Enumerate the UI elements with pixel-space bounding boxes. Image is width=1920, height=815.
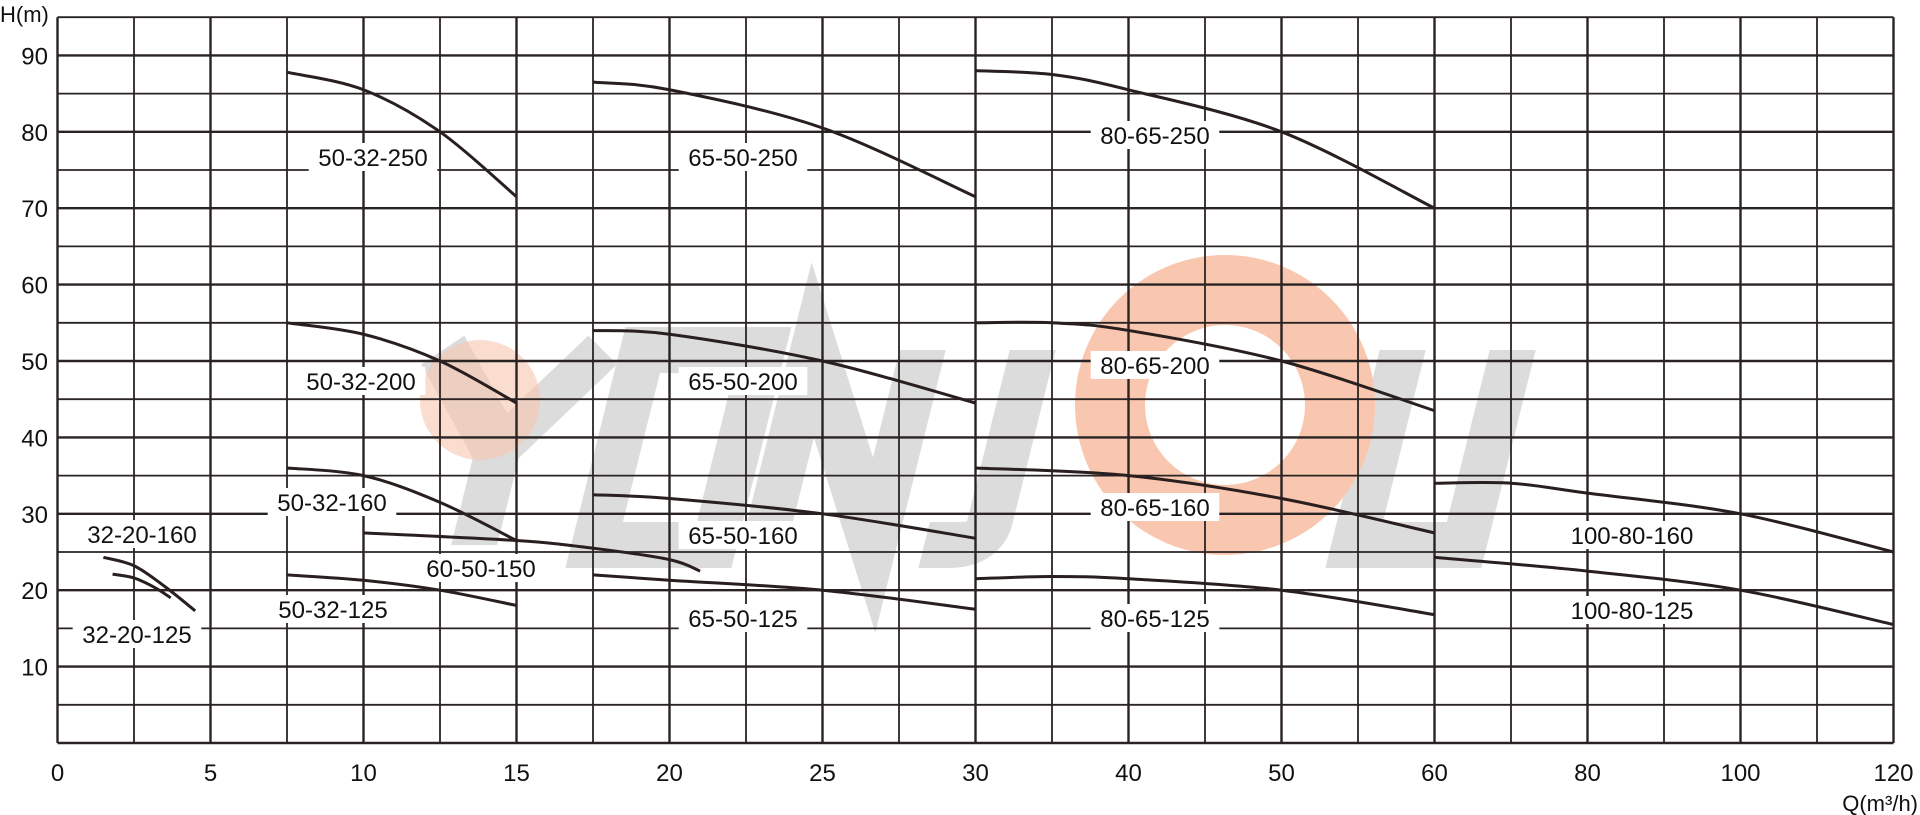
curve-label: 65-50-125 [688,606,797,633]
x-tick-label: 80 [1574,760,1601,787]
curve-50-32-250 [286,70,518,198]
curve-label-bg [268,595,398,623]
curve-label-bg [308,143,438,171]
curve-label-bg [678,604,808,632]
watermark [420,255,1536,633]
y-tick-label: 70 [21,196,48,223]
curve-label-bg [1090,351,1220,379]
curve-label: 50-32-160 [277,490,386,517]
watermark-letter-u [1325,350,1536,568]
curve-label: 65-50-250 [688,145,797,172]
curve-label-bg [678,143,808,171]
curve-label: 100-80-125 [1571,598,1694,625]
curve-label-bg [1090,604,1220,632]
y-tick-label: 90 [21,43,48,70]
y-tick-label: 20 [21,578,48,605]
curve-label: 32-20-125 [82,622,191,649]
curve-65-50-250 [592,80,977,199]
curve-label-bg [1090,493,1220,521]
curve-label-bg [267,488,397,516]
curve-label-bg [678,367,808,395]
curve-label: 50-32-250 [318,145,427,172]
curve-80-65-160 [975,466,1435,535]
watermark-letter-j [918,350,1056,568]
curve-labels: 32-20-160 32-20-125 50-32-250 50-32-200 50-3… [72,121,1703,649]
x-tick-label: 100 [1720,760,1760,787]
curve-label: 32-20-160 [87,522,196,549]
y-tick-label: 60 [21,273,48,300]
curve-80-65-125 [975,574,1435,617]
x-axis-label: Q(m³/h) [1842,791,1918,815]
watermark-logo-icon [1075,255,1375,555]
curve-label-bg [1090,121,1220,149]
x-tick-label: 20 [656,760,683,787]
curve-label: 100-80-160 [1571,523,1694,550]
curve-label: 65-50-160 [688,523,797,550]
y-tick-label: 80 [21,120,48,147]
y-tick-label: 40 [21,425,48,452]
curve-label: 60-50-150 [426,556,535,583]
x-tick-label: 50 [1268,760,1295,787]
curve-50-32-200 [286,321,518,405]
curve-32-20-160 [103,555,197,612]
curve-65-50-200 [592,328,976,405]
curve-label: 80-65-200 [1100,353,1209,380]
x-tick-label: 60 [1421,760,1448,787]
x-tick-label: 5 [204,760,217,787]
curve-100-80-125 [1434,555,1894,627]
curve-label-bg [77,520,207,548]
curve-label: 80-65-160 [1100,495,1209,522]
curve-32-20-125 [112,572,172,600]
curve-60-50-150 [363,531,701,573]
curve-50-32-160 [286,466,518,542]
curve-label-bg [416,554,546,582]
x-tick-label: 40 [1115,760,1142,787]
y-tick-label: 30 [21,502,48,529]
x-tick-label: 10 [350,760,377,787]
y-axis-label: H(m) [0,2,49,27]
curve-80-65-200 [975,320,1435,413]
curve-100-80-160 [1434,481,1894,554]
x-tick-label: 25 [809,760,836,787]
curve-label: 65-50-200 [688,369,797,396]
curve-label-bg [296,367,426,395]
curve-label-bg [1561,596,1703,624]
curve-label-bg [1561,521,1703,549]
curve-label: 80-65-250 [1100,123,1209,150]
curve-label-bg [678,521,808,549]
y-tick-label: 10 [21,655,48,682]
curve-label: 80-65-125 [1100,606,1209,633]
x-tick-label: 15 [503,760,530,787]
x-tick-label: 0 [51,760,64,787]
curve-label: 50-32-125 [278,597,387,624]
curve-label: 50-32-200 [306,369,415,396]
y-tick-label: 50 [21,349,48,376]
curve-50-32-125 [286,573,517,607]
curves [103,69,1894,627]
x-tick-label: 120 [1873,760,1913,787]
axis-ticks: 0 5 10 15 20 25 30 40 50 60 80 100 120 10 20 30 40 50 60 70… [21,43,1913,787]
curve-80-65-250 [975,69,1436,210]
x-tick-label: 30 [962,760,989,787]
curve-65-50-160 [592,493,976,540]
curve-label-bg [72,620,202,648]
curve-65-50-125 [592,573,976,611]
